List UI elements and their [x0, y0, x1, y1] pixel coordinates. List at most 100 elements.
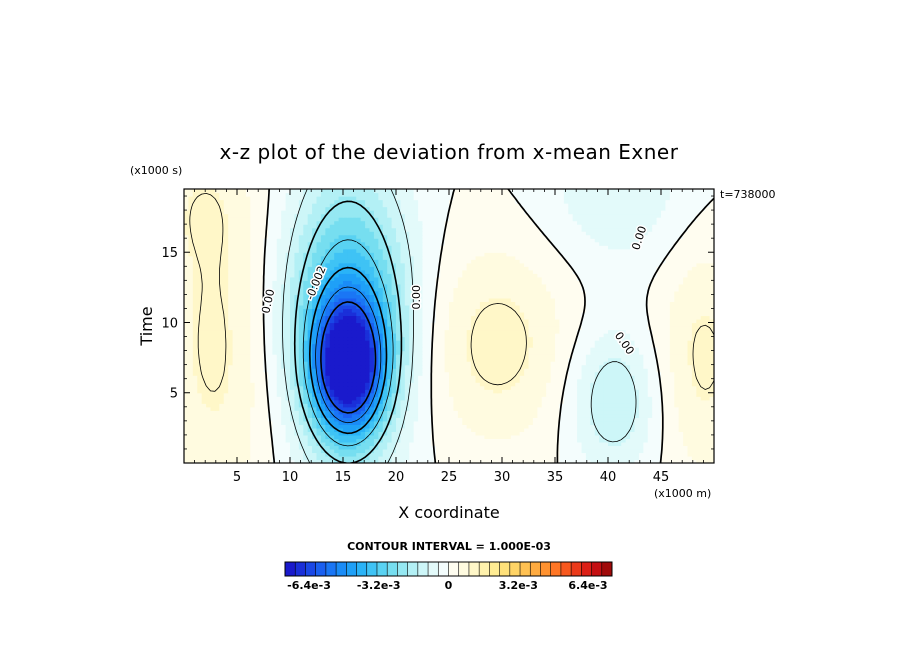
field-cell — [259, 375, 265, 380]
field-cell — [537, 378, 543, 383]
field-cell — [585, 389, 591, 394]
field-cell — [581, 441, 587, 447]
field-cell — [577, 438, 583, 443]
field-cell — [343, 375, 349, 380]
field-cell — [219, 343, 225, 348]
field-cell — [515, 361, 521, 366]
field-cell — [546, 413, 552, 418]
field-cell — [197, 382, 203, 387]
field-cell — [303, 448, 309, 454]
field-cell — [471, 392, 477, 397]
field-cell — [391, 396, 397, 401]
field-cell — [537, 318, 543, 324]
field-cell — [409, 427, 415, 432]
field-cell — [585, 403, 591, 408]
field-cell — [585, 413, 591, 418]
field-cell — [263, 431, 269, 436]
field-cell — [206, 392, 212, 397]
field-cell — [338, 452, 344, 457]
field-cell — [471, 347, 477, 352]
field-cell — [510, 371, 516, 376]
field-cell — [184, 318, 190, 324]
field-cell — [577, 392, 583, 397]
field-cell — [426, 326, 432, 331]
field-cell — [219, 392, 225, 397]
field-cell — [643, 350, 649, 355]
field-cell — [661, 406, 667, 411]
field-cell — [590, 368, 596, 373]
field-cell — [585, 410, 591, 415]
field-cell — [678, 350, 684, 355]
field-cell — [612, 459, 618, 463]
field-cell — [404, 382, 410, 387]
field-cell — [555, 399, 561, 404]
field-cell — [665, 343, 671, 348]
field-cell — [484, 318, 490, 324]
field-cell — [528, 459, 534, 463]
field-cell — [616, 410, 622, 415]
field-cell — [519, 410, 525, 415]
field-cell — [674, 413, 680, 418]
field-cell — [700, 375, 706, 380]
field-cell — [546, 434, 552, 440]
field-cell — [435, 389, 441, 394]
field-cell — [519, 448, 525, 454]
field-cell — [197, 343, 203, 348]
field-cell — [294, 336, 300, 341]
field-cell — [444, 350, 450, 355]
field-cell — [206, 452, 212, 457]
field-cell — [603, 343, 609, 348]
field-cell — [188, 413, 194, 418]
field-cell — [382, 396, 388, 401]
field-cell — [347, 417, 353, 422]
field-cell — [404, 326, 410, 331]
field-cell — [647, 389, 653, 394]
field-cell — [577, 455, 583, 461]
field-cell — [608, 417, 614, 422]
field-cell — [479, 448, 485, 454]
field-cell — [603, 431, 609, 436]
field-cell — [524, 389, 530, 394]
field-cell — [431, 459, 437, 463]
field-cell — [285, 336, 291, 341]
field-cell — [356, 318, 362, 324]
field-cell — [312, 368, 318, 373]
field-cell — [691, 455, 697, 461]
field-cell — [192, 347, 198, 352]
field-cell — [541, 392, 547, 397]
field-cell — [700, 357, 706, 362]
field-cell — [192, 392, 198, 397]
field-cell — [603, 361, 609, 366]
field-cell — [214, 417, 220, 422]
field-cell — [541, 406, 547, 411]
field-cell — [237, 357, 243, 362]
field-cell — [665, 438, 671, 443]
field-cell — [387, 441, 393, 447]
field-cell — [683, 333, 689, 338]
field-cell — [369, 333, 375, 338]
field-cell — [638, 410, 644, 415]
field-cell — [669, 382, 675, 387]
field-cell — [241, 389, 247, 394]
field-cell — [484, 406, 490, 411]
field-cell — [391, 434, 397, 440]
field-cell — [537, 322, 543, 327]
field-cell — [312, 406, 318, 411]
field-cell — [347, 445, 353, 450]
field-cell — [678, 396, 684, 401]
field-cell — [683, 326, 689, 331]
field-cell — [426, 361, 432, 366]
field-cell — [616, 354, 622, 359]
field-cell — [559, 340, 565, 345]
field-cell — [267, 350, 273, 355]
field-cell — [241, 343, 247, 348]
field-cell — [532, 431, 538, 436]
field-cell — [232, 424, 238, 429]
field-cell — [493, 361, 499, 366]
field-cell — [325, 340, 331, 345]
field-cell — [184, 459, 190, 463]
field-cell — [696, 357, 702, 362]
field-cell — [590, 343, 596, 348]
field-cell — [466, 427, 472, 432]
field-cell — [329, 445, 335, 450]
